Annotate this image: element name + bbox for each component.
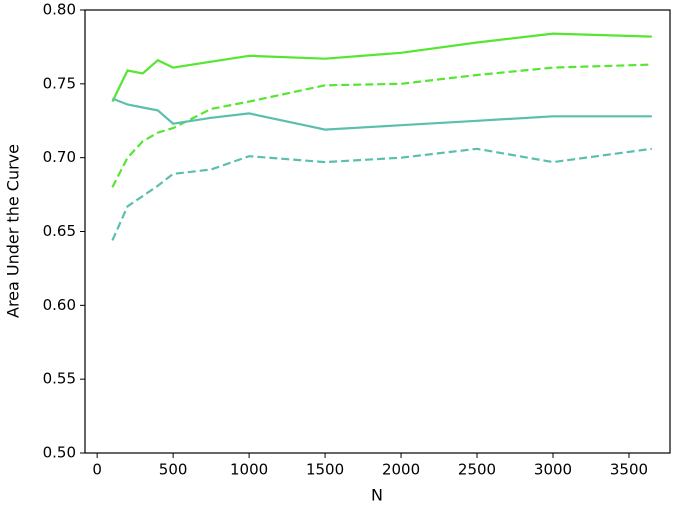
y-tick-label: 0.75 — [43, 74, 76, 92]
series-line — [111, 63, 652, 188]
plot-frame — [84, 9, 671, 454]
x-tick-label: 2000 — [382, 461, 420, 479]
y-tick-label: 0.60 — [43, 296, 76, 314]
x-tick-label: 500 — [159, 461, 188, 479]
y-tick-label: 0.55 — [43, 370, 76, 388]
y-tick-label: 0.70 — [43, 148, 76, 166]
x-tick-label: 3000 — [534, 461, 572, 479]
x-tick-label: 1000 — [230, 461, 268, 479]
y-axis-label: Area Under the Curve — [4, 144, 23, 318]
series-line — [111, 147, 652, 241]
x-tick-label: 3500 — [610, 461, 648, 479]
y-tick-label: 0.50 — [43, 444, 76, 462]
x-tick-label: 0 — [92, 461, 102, 479]
x-axis-label: N — [371, 486, 383, 505]
x-tick-label: 1500 — [306, 461, 344, 479]
y-tick-label: 0.65 — [43, 222, 76, 240]
series-line — [111, 32, 652, 103]
series-line — [111, 97, 652, 131]
x-tick-label: 2500 — [458, 461, 496, 479]
y-tick-label: 0.80 — [43, 1, 76, 19]
